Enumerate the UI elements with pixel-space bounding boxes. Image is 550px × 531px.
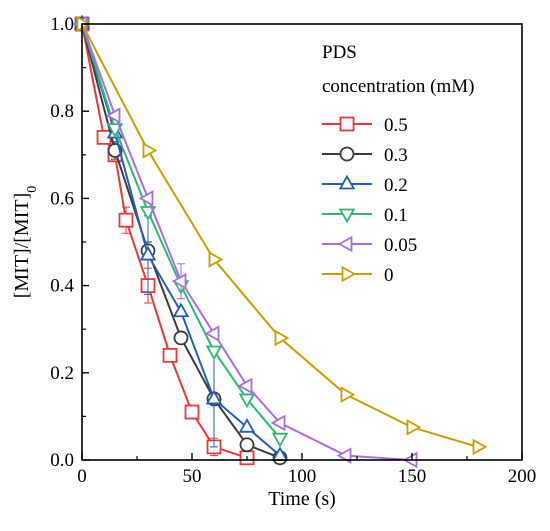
legend-marker bbox=[338, 208, 356, 224]
legend-title-line2: concentration (mM) bbox=[322, 76, 474, 97]
y-tick-label: 0.0 bbox=[50, 450, 74, 471]
data-point bbox=[239, 437, 255, 453]
data-point bbox=[238, 393, 256, 409]
x-axis-ticks: 0 50 100 150 200 bbox=[77, 453, 536, 487]
data-point bbox=[139, 245, 157, 261]
data-point bbox=[238, 417, 256, 433]
data-point bbox=[340, 386, 356, 403]
legend-marker bbox=[338, 174, 356, 190]
x-tick-label: 150 bbox=[398, 466, 427, 487]
legend-item: 0 bbox=[322, 265, 394, 286]
legend-marker bbox=[341, 265, 357, 283]
data-point bbox=[208, 251, 224, 268]
data-point bbox=[406, 419, 422, 436]
data-point bbox=[205, 345, 223, 361]
data-point bbox=[106, 123, 124, 138]
legend-label: 0 bbox=[384, 265, 394, 286]
legend-item: 0.3 bbox=[322, 145, 408, 166]
series-5 bbox=[76, 15, 488, 456]
legend-marker bbox=[337, 235, 353, 253]
y-tick-label: 0.8 bbox=[50, 101, 74, 122]
data-point bbox=[205, 389, 223, 405]
data-point bbox=[204, 325, 220, 342]
data-point bbox=[118, 212, 134, 228]
legend-label: 0.5 bbox=[384, 115, 408, 136]
y-tick-label: 0.6 bbox=[50, 188, 74, 209]
legend-label: 0.3 bbox=[384, 145, 408, 166]
x-axis-label: Time (s) bbox=[268, 488, 336, 510]
data-point bbox=[472, 438, 488, 456]
data-point bbox=[336, 447, 352, 464]
data-point bbox=[162, 347, 178, 363]
legend: PDS concentration (mM) 0.5 0.3 0.2 0.1 0.05 0 bbox=[322, 42, 474, 286]
y-tick-label: 1.0 bbox=[50, 14, 74, 35]
legend-item: 0.2 bbox=[322, 174, 408, 196]
data-point bbox=[237, 377, 253, 395]
legend-item: 0.1 bbox=[322, 205, 408, 226]
series-line bbox=[81, 23, 281, 439]
data-point bbox=[173, 330, 189, 346]
data-point bbox=[139, 206, 157, 221]
series-layer bbox=[72, 14, 488, 469]
legend-title-line1: PDS bbox=[322, 42, 357, 63]
legend-items: 0.5 0.3 0.2 0.1 0.05 0 bbox=[322, 115, 417, 286]
x-tick-label: 200 bbox=[508, 466, 537, 487]
data-point bbox=[105, 107, 121, 124]
legend-marker bbox=[339, 116, 355, 132]
data-point bbox=[142, 142, 158, 159]
series-1 bbox=[74, 16, 288, 466]
legend-marker bbox=[339, 146, 355, 162]
x-tick-label: 100 bbox=[288, 466, 317, 487]
legend-label: 0.05 bbox=[384, 235, 417, 256]
legend-label: 0.2 bbox=[384, 175, 408, 196]
data-point bbox=[271, 432, 289, 448]
y-tick-label: 0.4 bbox=[50, 276, 74, 297]
y-axis-label: [MIT]/[MIT]0 bbox=[11, 186, 40, 299]
data-point bbox=[184, 404, 200, 420]
legend-item: 0.05 bbox=[322, 235, 417, 256]
y-axis-label-subscript: 0 bbox=[25, 186, 40, 193]
legend-item: 0.5 bbox=[322, 115, 408, 136]
y-tick-label: 0.2 bbox=[50, 363, 74, 384]
data-point bbox=[270, 414, 286, 432]
data-point bbox=[138, 190, 154, 207]
data-point bbox=[171, 272, 187, 290]
y-axis-label-main: [MIT]/[MIT] bbox=[11, 193, 33, 299]
y-axis-ticks: 0.0 0.2 0.4 0.6 0.8 1.0 bbox=[50, 14, 89, 471]
data-point bbox=[274, 329, 290, 347]
x-tick-label: 0 bbox=[77, 466, 87, 487]
data-point bbox=[172, 302, 190, 318]
x-tick-label: 50 bbox=[183, 466, 202, 487]
legend-label: 0.1 bbox=[384, 205, 408, 226]
